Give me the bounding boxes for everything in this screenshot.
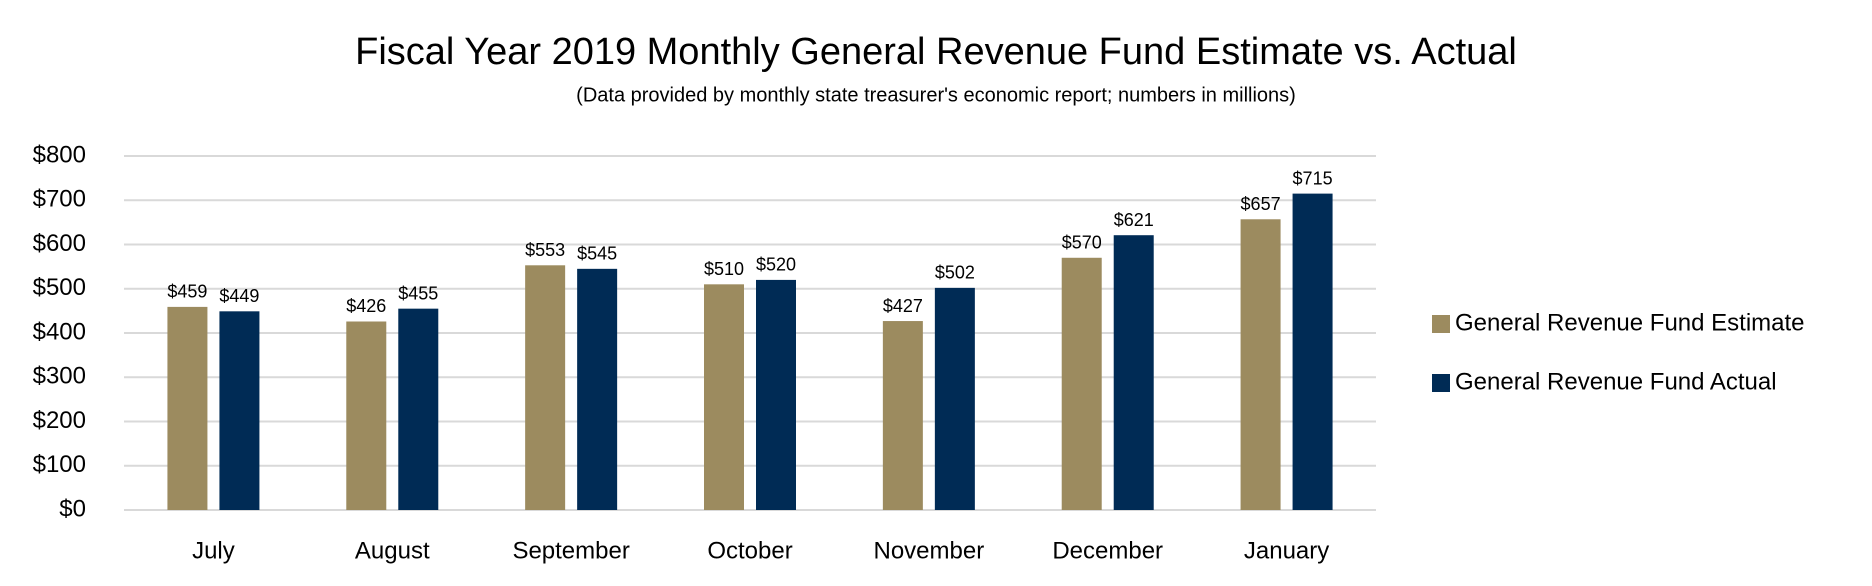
- x-tick-label: October: [707, 537, 792, 564]
- bar: [167, 306, 208, 510]
- legend-label: General Revenue Fund Estimate: [1455, 309, 1805, 336]
- y-tick-label: $0: [59, 495, 86, 522]
- legend-swatch: [1432, 315, 1450, 333]
- bar: [1113, 235, 1154, 510]
- bar: [577, 268, 618, 510]
- value-label: $502: [935, 263, 975, 283]
- y-tick-label: $700: [33, 186, 86, 213]
- value-label: $657: [1241, 194, 1281, 214]
- bar: [704, 284, 744, 510]
- value-label: $449: [219, 286, 259, 306]
- x-tick-label: January: [1244, 537, 1329, 564]
- value-label: $621: [1114, 210, 1154, 230]
- value-label: $520: [756, 255, 796, 275]
- legend-swatch: [1432, 374, 1450, 392]
- x-tick-label: December: [1052, 537, 1163, 564]
- bar: [934, 287, 975, 510]
- value-label: $427: [883, 296, 923, 316]
- value-label: $545: [577, 244, 617, 264]
- bar: [346, 321, 387, 510]
- y-tick-label: $100: [33, 451, 86, 478]
- value-label: $426: [346, 296, 386, 316]
- y-tick-label: $400: [33, 318, 86, 345]
- bar: [756, 279, 796, 510]
- chart-title: Fiscal Year 2019 Monthly General Revenue…: [355, 31, 1517, 73]
- y-tick-label: $300: [33, 363, 86, 390]
- chart-subtitle: (Data provided by monthly state treasure…: [576, 84, 1296, 106]
- bar: [525, 265, 566, 510]
- x-tick-label: September: [512, 537, 629, 564]
- value-label: $510: [704, 259, 744, 279]
- x-tick-label: July: [192, 537, 235, 564]
- legend-label: General Revenue Fund Actual: [1455, 368, 1777, 395]
- bar: [398, 308, 439, 510]
- y-tick-label: $600: [33, 230, 86, 257]
- x-tick-label: November: [873, 537, 984, 564]
- x-tick-label: August: [355, 537, 430, 564]
- y-tick-label: $200: [33, 407, 86, 434]
- y-tick-label: $800: [33, 141, 86, 168]
- y-tick-label: $500: [33, 274, 86, 301]
- value-label: $459: [167, 282, 207, 302]
- bar: [1292, 193, 1333, 511]
- bar: [1061, 257, 1102, 510]
- value-label: $455: [398, 283, 438, 303]
- bar: [1240, 219, 1281, 510]
- value-label: $570: [1062, 233, 1102, 253]
- value-label: $715: [1293, 168, 1333, 188]
- value-label: $553: [525, 240, 565, 260]
- bar: [219, 311, 260, 510]
- bar: [882, 321, 923, 510]
